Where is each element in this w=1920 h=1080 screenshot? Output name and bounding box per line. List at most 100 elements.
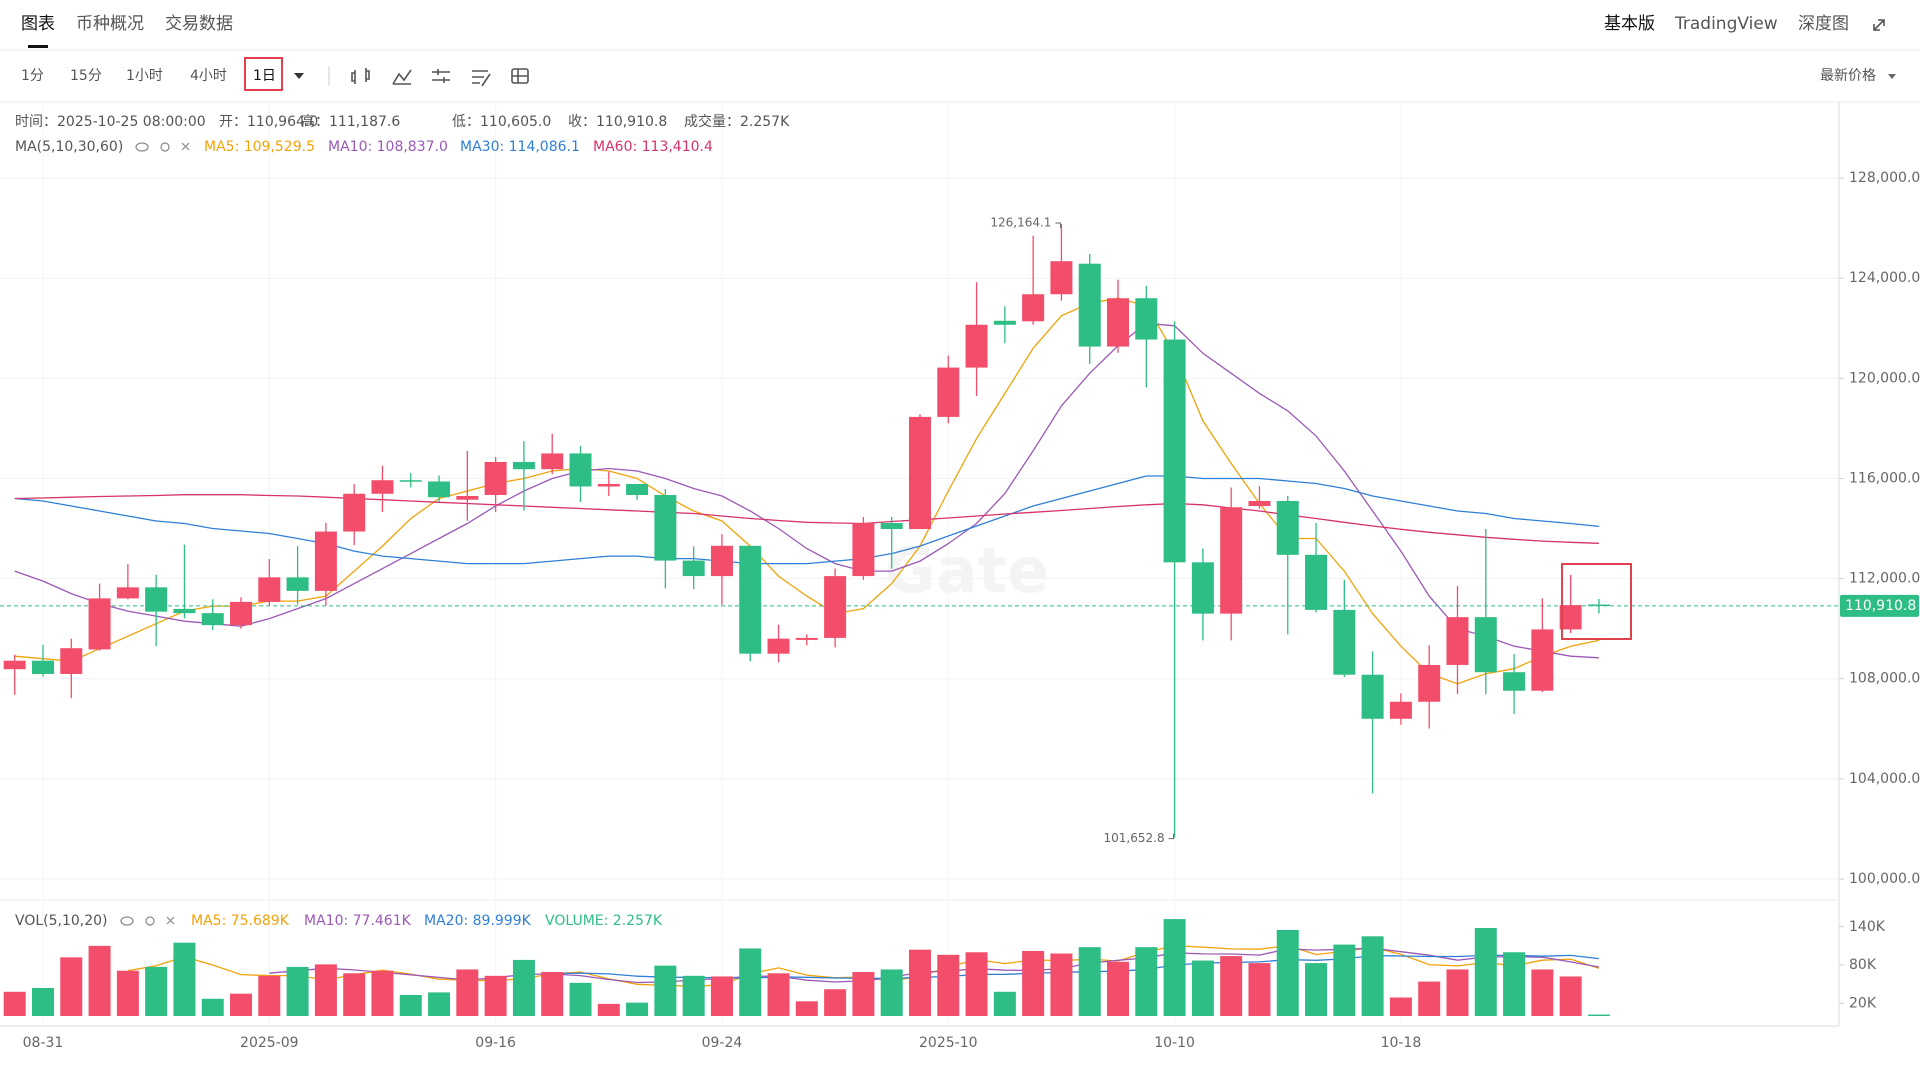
candle-body bbox=[286, 577, 309, 591]
candle-body bbox=[1305, 554, 1328, 610]
candle-body bbox=[1220, 507, 1243, 614]
candle-body bbox=[201, 613, 224, 626]
volume-bar bbox=[965, 952, 988, 1016]
interval[interactable]: 1日 bbox=[253, 68, 276, 84]
candle-body bbox=[626, 483, 649, 495]
volume-bar bbox=[1305, 963, 1328, 1016]
vol-tick-label: 80K bbox=[1849, 957, 1877, 973]
volume-bar bbox=[399, 994, 422, 1016]
x-tick-label: 10-10 bbox=[1154, 1035, 1195, 1051]
volume-bar bbox=[1276, 929, 1299, 1016]
y-tick-label: 128,000.0 bbox=[1849, 170, 1920, 186]
candle-body bbox=[993, 320, 1016, 325]
candle-body bbox=[1531, 629, 1554, 691]
interval[interactable]: 1小时 bbox=[126, 68, 163, 84]
volume-bar bbox=[1474, 928, 1497, 1016]
candle-body bbox=[1107, 298, 1130, 347]
fullscreen-icon[interactable] bbox=[1873, 19, 1885, 31]
volume-bar bbox=[880, 969, 903, 1016]
candle-body bbox=[484, 461, 507, 495]
x-tick-label: 08-31 bbox=[23, 1035, 64, 1051]
volume-bar bbox=[286, 966, 309, 1016]
mode[interactable]: 深度图 bbox=[1798, 14, 1849, 34]
candle-body bbox=[1446, 617, 1469, 665]
ohlc-info: 收：110,910.8 bbox=[568, 114, 667, 130]
volume-bar bbox=[145, 966, 168, 1016]
candle-body bbox=[824, 576, 847, 638]
volume-bar bbox=[88, 945, 111, 1016]
volume-bar bbox=[569, 982, 592, 1016]
candle-body bbox=[908, 416, 931, 530]
x-tick-label: 2025-10 bbox=[919, 1035, 978, 1051]
candle-body bbox=[767, 638, 790, 654]
draw-icon[interactable] bbox=[472, 70, 491, 87]
candle-body bbox=[880, 523, 903, 530]
ma-legend-item: MA60: 113,410.4 bbox=[593, 139, 713, 155]
candle-body bbox=[1050, 261, 1073, 295]
candle-body bbox=[1474, 617, 1497, 673]
template-icon[interactable] bbox=[511, 68, 529, 84]
candle-body bbox=[173, 608, 196, 614]
volume-bar bbox=[739, 948, 762, 1016]
volume-bar bbox=[343, 973, 366, 1016]
settings-icon[interactable] bbox=[432, 69, 450, 83]
ma-legend-icons[interactable] bbox=[135, 142, 190, 152]
candle-body bbox=[88, 598, 111, 650]
tab[interactable]: 图表 bbox=[21, 14, 55, 34]
volume-bar bbox=[173, 942, 196, 1016]
price-type[interactable]: 最新价格 bbox=[1820, 68, 1876, 84]
vol-legend-icons[interactable] bbox=[120, 916, 175, 926]
volume-bar bbox=[541, 972, 564, 1016]
indicator-icon[interactable] bbox=[392, 69, 412, 85]
interval[interactable]: 15分 bbox=[70, 68, 102, 84]
candle-body bbox=[116, 587, 139, 599]
ma-legend-item: MA30: 114,086.1 bbox=[460, 139, 580, 155]
volume-bar bbox=[1587, 1014, 1610, 1016]
volume-bar bbox=[1191, 960, 1214, 1016]
interval[interactable]: 4小时 bbox=[190, 68, 227, 84]
candle-body bbox=[569, 453, 592, 487]
volume-bar bbox=[937, 954, 960, 1016]
vol-tick-label: 140K bbox=[1849, 919, 1886, 935]
dropdown-arrow[interactable] bbox=[294, 73, 304, 79]
mode[interactable]: 基本版 bbox=[1604, 14, 1655, 34]
volume-bar bbox=[3, 991, 26, 1016]
volume-bar bbox=[1531, 969, 1554, 1016]
candle-body bbox=[230, 601, 253, 626]
interval[interactable]: 1分 bbox=[21, 68, 44, 84]
volume-bar bbox=[710, 976, 733, 1016]
candle-body bbox=[1333, 609, 1356, 675]
ohlc-info: 时间：2025-10-25 08:00:00 bbox=[15, 114, 206, 130]
ohlc-info: 高：111,187.6 bbox=[301, 113, 400, 130]
ma-legend-item: MA5: 109,529.5 bbox=[204, 139, 315, 155]
candle-body bbox=[654, 494, 677, 561]
mode[interactable]: TradingView bbox=[1674, 14, 1778, 34]
volume-bar bbox=[908, 949, 931, 1016]
candle-body bbox=[541, 453, 564, 470]
ohlc-info: 开：110,964.0 bbox=[219, 114, 318, 130]
tab[interactable]: 交易数据 bbox=[165, 14, 233, 34]
ma-legend-item: MA10: 108,837.0 bbox=[328, 139, 448, 155]
candle-body bbox=[682, 560, 705, 577]
candle-body bbox=[1503, 672, 1526, 691]
candle-type-icon[interactable] bbox=[351, 68, 370, 84]
x-tick-label: 09-24 bbox=[702, 1035, 743, 1051]
volume-bar bbox=[682, 975, 705, 1016]
candle-body bbox=[1078, 263, 1101, 347]
volume-bar bbox=[852, 972, 875, 1016]
y-tick-label: 100,000.0 bbox=[1849, 871, 1920, 887]
volume-bar bbox=[314, 964, 337, 1016]
tab[interactable]: 币种概况 bbox=[76, 14, 144, 34]
volume-bar bbox=[60, 957, 83, 1016]
volume-bar bbox=[1220, 956, 1243, 1016]
volume-bar bbox=[1389, 997, 1412, 1016]
candle-body bbox=[739, 545, 762, 654]
volume-bar bbox=[1022, 950, 1045, 1016]
volume-bar bbox=[1333, 944, 1356, 1016]
price-type-arrow[interactable] bbox=[1888, 74, 1896, 79]
volume-bar bbox=[1135, 947, 1158, 1016]
y-tick-label: 116,000.0 bbox=[1849, 470, 1920, 486]
highlight-box bbox=[1561, 563, 1632, 640]
candle-body bbox=[597, 483, 620, 487]
